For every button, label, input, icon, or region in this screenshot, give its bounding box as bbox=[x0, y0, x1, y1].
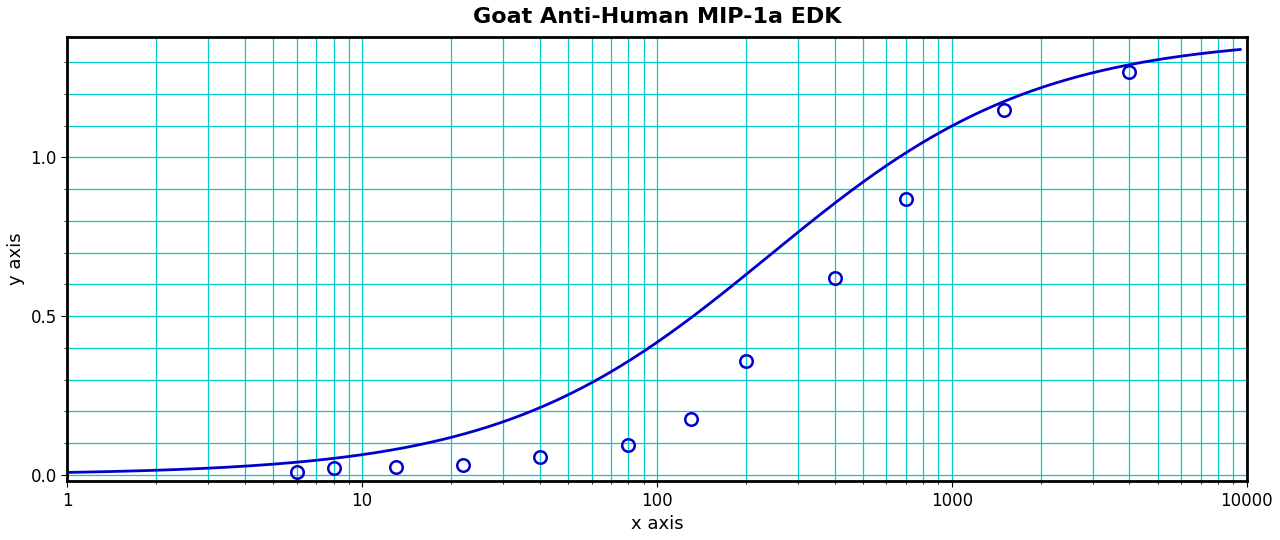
Y-axis label: y axis: y axis bbox=[6, 233, 24, 285]
X-axis label: x axis: x axis bbox=[631, 515, 684, 533]
Title: Goat Anti-Human MIP-1a EDK: Goat Anti-Human MIP-1a EDK bbox=[472, 7, 841, 27]
